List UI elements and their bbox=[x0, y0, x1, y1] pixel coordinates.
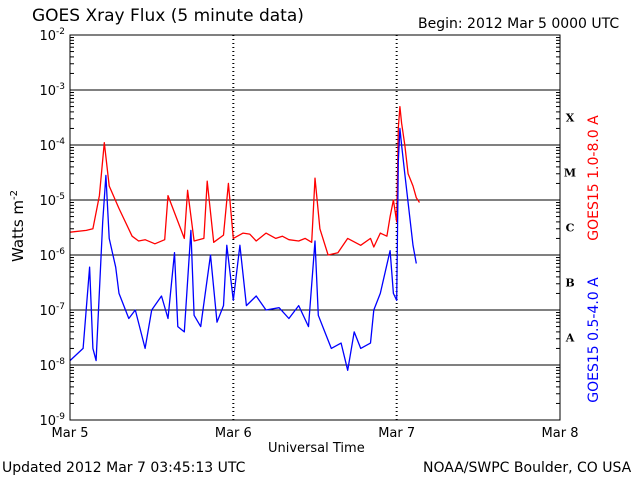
y-tick-label: 10-8 bbox=[39, 357, 65, 374]
y-tick-label: 10-4 bbox=[39, 137, 65, 154]
y-tick-labels: 10-910-810-710-610-510-410-310-2 bbox=[39, 27, 65, 429]
flare-class-label: X bbox=[566, 112, 575, 125]
y-axis-title: Watts m-2 bbox=[9, 190, 27, 262]
y-tick-label: 10-6 bbox=[39, 247, 65, 264]
xray-flux-chart: 10-910-810-710-610-510-410-310-2 Mar 5 Ma… bbox=[0, 0, 640, 480]
x-tick-label: Mar 7 bbox=[378, 426, 415, 441]
y-tick-label: 10-5 bbox=[39, 192, 65, 209]
series-line-short bbox=[70, 128, 416, 370]
flare-class-labels: X M C B A bbox=[564, 112, 576, 345]
flare-class-label: M bbox=[564, 167, 576, 180]
x-tick-labels: Mar 5 Mar 6 Mar 7 Mar 8 bbox=[52, 426, 579, 441]
series-layer bbox=[70, 107, 420, 371]
legend-label-long: GOES15 1.0-8.0 A bbox=[586, 115, 602, 241]
grid bbox=[70, 35, 560, 420]
y-tick-label: 10-3 bbox=[39, 82, 65, 99]
series-line-long bbox=[70, 107, 420, 255]
x-tick-label: Mar 5 bbox=[52, 426, 89, 441]
legend-label-short: GOES15 0.5-4.0 A bbox=[586, 277, 602, 403]
flare-class-label: B bbox=[565, 277, 574, 290]
y-tick-label: 10-7 bbox=[39, 302, 65, 319]
x-tick-label: Mar 8 bbox=[542, 426, 579, 441]
flare-class-label: A bbox=[565, 332, 575, 345]
x-tick-label: Mar 6 bbox=[215, 426, 252, 441]
legend: GOES15 1.0-8.0 A GOES15 0.5-4.0 A bbox=[586, 115, 602, 403]
plot-frame bbox=[70, 35, 560, 420]
y-tick-label: 10-2 bbox=[39, 27, 65, 44]
flare-class-label: C bbox=[566, 222, 575, 235]
